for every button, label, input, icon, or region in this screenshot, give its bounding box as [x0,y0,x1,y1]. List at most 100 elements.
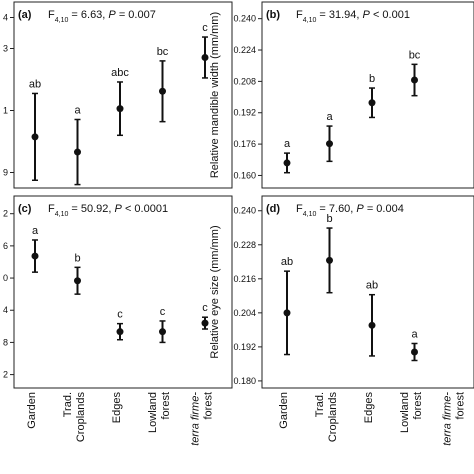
group-letter: a [32,225,39,237]
group-letter: a [284,138,291,150]
panel-frame [13,195,233,389]
stat-part: = 0.007 [116,9,156,21]
y-tick-label: 0.224 [233,45,256,55]
stat-part: P [363,9,371,21]
y-tick-label: 0.216 [233,274,256,284]
mean-dot [368,321,376,329]
x-tick-label: terra firme- [442,392,454,446]
panel: (d) F4,10 = 7.60, P = 0.004 0.240 0.228 0.21… [209,195,474,446]
y-tick-label: 0.180 [233,376,256,386]
mean-dot [74,277,81,285]
stat-part: P [115,203,123,215]
stat-part: < 0.001 [370,9,410,21]
stat-part: F [48,9,55,21]
stat-part: = 7.60, [316,203,356,215]
group-letter: b [326,213,332,225]
panel-label: (d) [266,203,280,215]
stat-text: F4,10 = 50.92, P < 0.0001 [48,203,168,218]
stat-part: = 0.004 [364,203,404,215]
x-tick-label: forest [160,392,172,420]
y-tick-label: 0.240 [233,14,256,24]
stat-part: 4,10 [303,211,317,218]
y-axis-label: Relative eye size (mm/mm) [209,225,221,358]
x-tick-label: Trad. [62,392,74,417]
group-letter: c [202,302,208,314]
stat-part: < 0.0001 [122,203,168,215]
y-tick-label: 0.192 [233,342,256,352]
x-tick-label: Lowland [147,392,159,433]
y-tick-label: 0.192 [233,108,256,118]
x-tick-label: Croplands [327,392,339,443]
panel: (b) F4,10 = 31.94, P < 0.001 0.240 0.224 0.2… [209,1,474,189]
stat-part: F [48,203,55,215]
mean-dot [368,99,376,107]
x-tick-label: forest [203,392,215,420]
y-tick-label: 0.204 [233,308,256,318]
mean-dot [74,148,81,156]
mean-dot [201,53,209,61]
panel-frame [261,195,474,389]
group-letter: c [117,309,123,321]
y-axis-label: Relative mandible width (mm/mm) [209,12,221,178]
stat-part: 4,10 [303,17,317,24]
mean-dot [411,348,418,356]
mean-dot [159,87,166,95]
x-tick-label: Trad. [314,392,326,417]
panel-label: (a) [18,9,32,21]
stat-part: = 31.94, [316,9,362,21]
panel-label: (c) [18,203,32,215]
group-letter: a [74,104,81,116]
group-letter: c [202,22,208,34]
mean-dot [31,252,39,260]
stat-text: F4,10 = 31.94, P < 0.001 [296,9,410,24]
stat-part: = 50.92, [68,203,114,215]
x-tick-label: forest [412,392,424,420]
mean-dot [283,309,291,317]
group-letter: a [411,328,418,340]
x-tick-label: forest [455,392,467,420]
group-letter: b [74,252,80,264]
y-tick-label: 0.208 [233,76,256,86]
group-letter: ab [366,280,378,292]
panel: (c) F4,10 = 50.92, P < 0.0001 2 6 0 4 8 2 a b c c c G… [3,195,233,446]
group-letter: c [160,306,166,318]
x-tick-label: terra firme- [190,392,202,446]
mean-dot [283,159,291,167]
stat-part: P [108,9,116,21]
y-tick-label: 1 [3,106,8,116]
panel-frame [261,1,474,189]
x-tick-label: Garden [278,392,290,429]
y-tick-label: 0.240 [233,206,256,216]
mean-dot [31,133,39,141]
mean-dot [411,76,418,84]
y-tick-label: 0.160 [233,170,256,180]
stat-part: 4,10 [55,17,69,24]
y-tick-label: 0.176 [233,139,256,149]
y-tick-label: 3 [3,44,8,54]
mean-dot [201,319,209,327]
y-tick-label: 4 [3,305,8,315]
group-letter: b [369,73,375,85]
y-tick-label: 8 [3,337,8,347]
group-letter: ab [29,78,41,90]
group-letter: a [326,111,333,123]
group-letter: abc [111,67,129,79]
stat-text: F4,10 = 6.63, P = 0.007 [48,9,156,24]
group-letter: ab [281,256,293,268]
stat-part: 4,10 [55,211,69,218]
y-tick-label: 4 [3,13,8,23]
y-tick-label: 0 [3,273,8,283]
mean-dot [326,140,333,148]
stat-part: = 6.63, [68,9,108,21]
group-letter: bc [157,46,169,58]
stat-part: F [296,9,303,21]
mean-dot [159,328,166,336]
y-tick-label: 9 [3,168,8,178]
panel-label: (b) [266,9,280,21]
stat-part: F [296,203,303,215]
panel: (a) F4,10 = 6.63, P = 0.007 4 3 1 9 ab a abc bc c [3,1,233,189]
group-letter: bc [409,49,421,61]
x-tick-label: Garden [26,392,38,429]
stat-part: P [356,203,364,215]
